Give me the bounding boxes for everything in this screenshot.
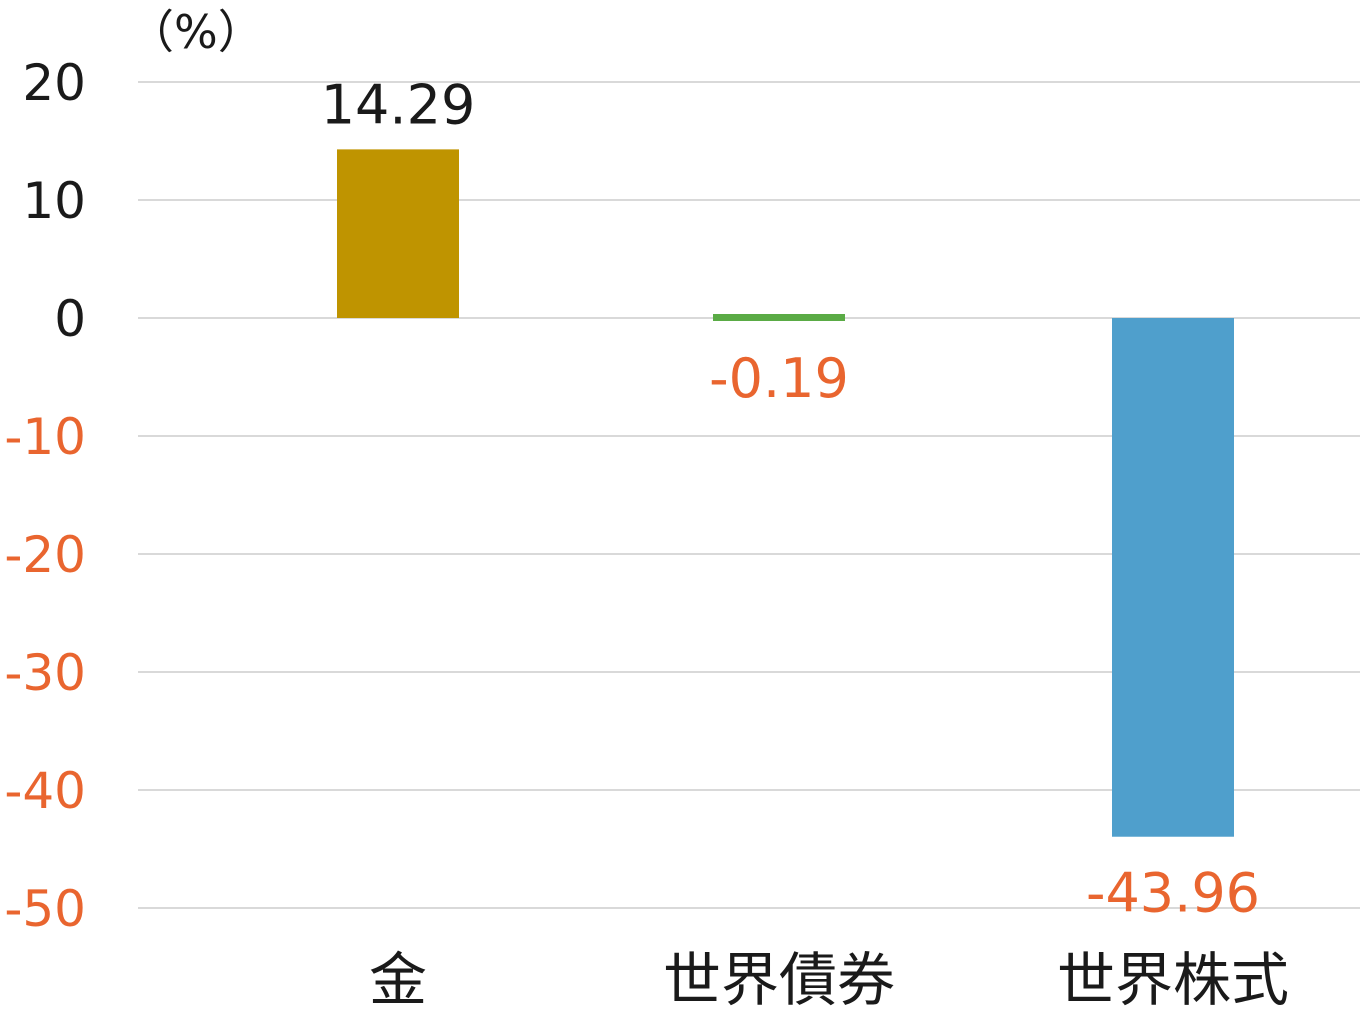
y-tick-label: 0 bbox=[54, 290, 86, 348]
y-axis-unit-label: （%） bbox=[128, 5, 264, 59]
y-tick-label: -50 bbox=[4, 880, 86, 938]
y-tick-label: 10 bbox=[22, 172, 86, 230]
y-tick-label: -30 bbox=[4, 644, 86, 702]
data-label: 14.29 bbox=[321, 73, 476, 136]
x-axis-category-labels: 金 世界債券 世界株式 bbox=[369, 946, 1289, 1014]
category-label: 金 bbox=[369, 946, 427, 1014]
category-label: 世界株式 bbox=[1057, 946, 1289, 1014]
bar-2 bbox=[1112, 318, 1234, 837]
bars bbox=[337, 149, 1234, 837]
data-label: -0.19 bbox=[709, 347, 849, 410]
category-label: 世界債券 bbox=[663, 946, 895, 1014]
y-tick-label: -10 bbox=[4, 408, 86, 466]
y-axis-tick-labels: 20 10 0 -10 -20 -30 -40 -50 bbox=[4, 54, 86, 938]
y-tick-label: 20 bbox=[22, 54, 86, 112]
data-label: -43.96 bbox=[1086, 862, 1260, 925]
bar-1 bbox=[713, 314, 845, 321]
bar-0 bbox=[337, 149, 459, 318]
y-tick-label: -40 bbox=[4, 762, 86, 820]
data-labels: 14.29 -0.19 -43.96 bbox=[321, 73, 1260, 924]
y-tick-label: -20 bbox=[4, 526, 86, 584]
